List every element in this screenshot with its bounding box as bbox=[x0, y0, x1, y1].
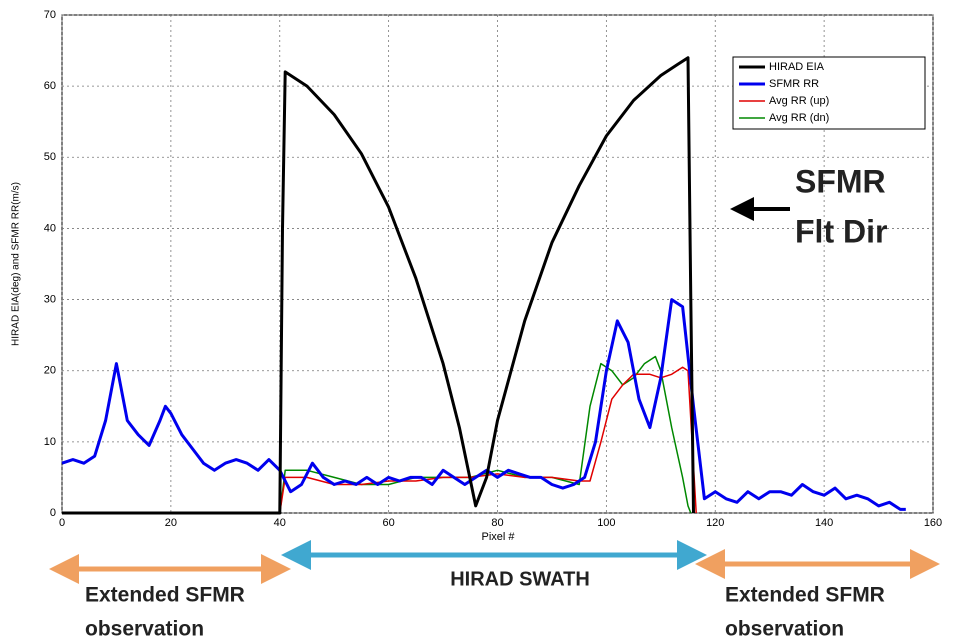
y-tick-label: 0 bbox=[50, 507, 56, 519]
x-tick-label: 120 bbox=[706, 517, 724, 529]
legend-label: Avg RR (dn) bbox=[769, 112, 829, 124]
y-tick-label: 60 bbox=[44, 80, 56, 92]
right-label: Extended SFMR bbox=[725, 584, 885, 607]
legend-box bbox=[732, 56, 926, 130]
right-label: observation bbox=[725, 618, 844, 641]
legend-label: Avg RR (up) bbox=[769, 95, 829, 107]
y-tick-label: 10 bbox=[44, 436, 56, 448]
x-tick-label: 160 bbox=[924, 517, 942, 529]
x-tick-label: 80 bbox=[491, 517, 503, 529]
y-tick-label: 40 bbox=[44, 222, 56, 234]
y-tick-label: 30 bbox=[44, 293, 56, 305]
x-tick-label: 140 bbox=[815, 517, 833, 529]
direction-label: Flt Dir bbox=[795, 213, 887, 249]
x-tick-label: 20 bbox=[165, 517, 177, 529]
x-tick-label: 60 bbox=[383, 517, 395, 529]
y-axis-label: HIRAD EIA(deg) and SFMR RR(m/s) bbox=[11, 182, 22, 346]
series-line bbox=[62, 355, 692, 514]
x-axis-label: Pixel # bbox=[481, 531, 515, 543]
direction-label: SFMR bbox=[795, 163, 886, 199]
x-tick-label: 100 bbox=[597, 517, 615, 529]
y-tick-label: 50 bbox=[44, 151, 56, 163]
left-label: observation bbox=[85, 618, 204, 641]
swath-label: HIRAD SWATH bbox=[450, 568, 590, 590]
x-tick-label: 40 bbox=[274, 517, 286, 529]
series-line bbox=[61, 298, 906, 511]
y-tick-label: 70 bbox=[44, 9, 56, 21]
y-tick-label: 20 bbox=[44, 365, 56, 377]
legend-label: SFMR RR bbox=[769, 78, 819, 90]
series-line bbox=[62, 56, 695, 515]
x-tick-label: 0 bbox=[59, 517, 65, 529]
left-label: Extended SFMR bbox=[85, 584, 245, 607]
legend-label: HIRAD EIA bbox=[769, 61, 825, 73]
